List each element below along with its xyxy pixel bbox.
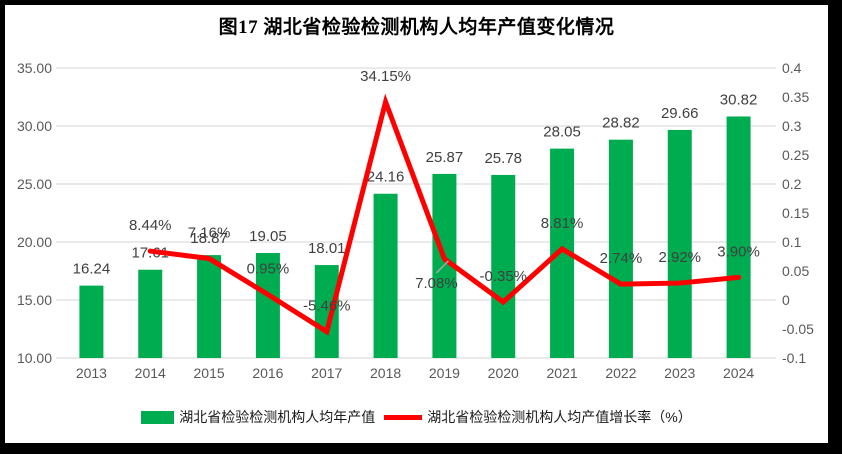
bar-2014 [138, 269, 163, 358]
svg-text:-0.1: -0.1 [782, 350, 806, 366]
svg-text:25.87: 25.87 [426, 149, 464, 166]
legend-label-bar-series: 湖北省检验检测机构人均年产值 [179, 409, 376, 425]
svg-text:0: 0 [782, 292, 790, 308]
bar-2022 [608, 139, 633, 358]
svg-text:2018: 2018 [370, 365, 401, 381]
legend-item-bar-series: 湖北省检验检测机构人均年产值 [141, 407, 375, 427]
bar-2024 [726, 116, 751, 358]
svg-text:2022: 2022 [605, 365, 636, 381]
legend-label-line-series: 湖北省检验检测机构人均产值增长率（%） [427, 409, 692, 425]
svg-text:35.00: 35.00 [17, 60, 52, 76]
svg-text:16.24: 16.24 [73, 261, 111, 278]
svg-text:-5.46%: -5.46% [303, 298, 351, 315]
svg-text:0.4: 0.4 [782, 60, 802, 76]
svg-text:25.00: 25.00 [17, 176, 52, 192]
legend-item-line-series: 湖北省检验检测机构人均产值增长率（%） [384, 407, 692, 427]
svg-text:0.05: 0.05 [782, 263, 809, 279]
svg-text:8.81%: 8.81% [541, 215, 584, 232]
svg-text:2019: 2019 [429, 365, 460, 381]
svg-text:24.16: 24.16 [367, 169, 405, 186]
chart-title: 图17 湖北省检验检测机构人均年产值变化情况 [218, 17, 615, 38]
svg-text:2015: 2015 [194, 365, 225, 381]
bar-2020 [491, 174, 516, 358]
svg-text:2023: 2023 [664, 365, 695, 381]
svg-text:18.87: 18.87 [190, 230, 228, 247]
bar-2015 [197, 255, 222, 358]
bar-series [79, 116, 751, 358]
svg-text:0.35: 0.35 [782, 89, 809, 105]
bar-2023 [667, 129, 692, 358]
svg-text:2017: 2017 [311, 365, 342, 381]
bar-2017 [314, 265, 339, 358]
svg-text:3.90%: 3.90% [717, 243, 760, 260]
bar-2016 [255, 253, 280, 358]
svg-text:0.15: 0.15 [782, 205, 809, 221]
y-axis-left: 35.00 30.00 25.00 20.00 15.00 10.00 [17, 60, 52, 366]
svg-text:0.95%: 0.95% [247, 260, 290, 277]
bar-2018 [373, 193, 398, 358]
svg-text:-0.35%: -0.35% [479, 268, 527, 285]
svg-text:30.82: 30.82 [720, 91, 758, 108]
svg-text:29.66: 29.66 [661, 105, 699, 122]
svg-text:25.78: 25.78 [484, 150, 522, 167]
svg-text:2.92%: 2.92% [658, 249, 701, 266]
line-series [147, 93, 742, 336]
svg-text:28.05: 28.05 [543, 124, 581, 141]
svg-text:0.25: 0.25 [782, 147, 809, 163]
line-data-labels: 8.44% 7.16% 0.95% -5.46% 34.15% 7.08% -0.35% 8.… [129, 68, 760, 315]
svg-text:15.00: 15.00 [17, 292, 52, 308]
svg-text:2013: 2013 [76, 365, 107, 381]
line-series-swatch [384, 414, 423, 420]
svg-text:10.00: 10.00 [17, 350, 52, 366]
svg-text:2020: 2020 [488, 365, 519, 381]
svg-text:2024: 2024 [723, 365, 754, 381]
svg-text:-0.05: -0.05 [782, 321, 814, 337]
svg-text:2.74%: 2.74% [600, 250, 643, 267]
svg-text:7.16%: 7.16% [188, 224, 231, 241]
svg-text:20.00: 20.00 [17, 234, 52, 250]
x-axis: 2013 2014 2015 2016 2017 2018 2019 2020 2021 2022… [76, 365, 755, 381]
svg-text:19.05: 19.05 [249, 228, 287, 245]
svg-text:2021: 2021 [547, 365, 578, 381]
bar-series-swatch [141, 410, 175, 424]
chart-legend: 湖北省检验检测机构人均年产值 湖北省检验检测机构人均产值增长率（%） [5, 407, 828, 427]
bar-2013 [79, 285, 104, 358]
svg-text:7.08%: 7.08% [415, 275, 458, 292]
svg-text:30.00: 30.00 [17, 118, 52, 134]
svg-text:18.01: 18.01 [308, 240, 346, 257]
label-leader-line [435, 260, 449, 274]
chart-plot-area: 35.00 30.00 25.00 20.00 15.00 10.00 0.4 0.35 0.3… [17, 60, 814, 381]
svg-text:2016: 2016 [252, 365, 283, 381]
svg-text:34.15%: 34.15% [360, 68, 411, 85]
svg-text:0.1: 0.1 [782, 234, 802, 250]
svg-text:2014: 2014 [135, 365, 166, 381]
svg-text:0.2: 0.2 [782, 176, 802, 192]
svg-text:28.82: 28.82 [602, 115, 640, 132]
svg-text:8.44%: 8.44% [129, 217, 172, 234]
y-axis-right: 0.4 0.35 0.3 0.25 0.2 0.15 0.1 0.05 0 -0.05 -0.1 [782, 60, 814, 366]
svg-text:0.3: 0.3 [782, 118, 802, 134]
